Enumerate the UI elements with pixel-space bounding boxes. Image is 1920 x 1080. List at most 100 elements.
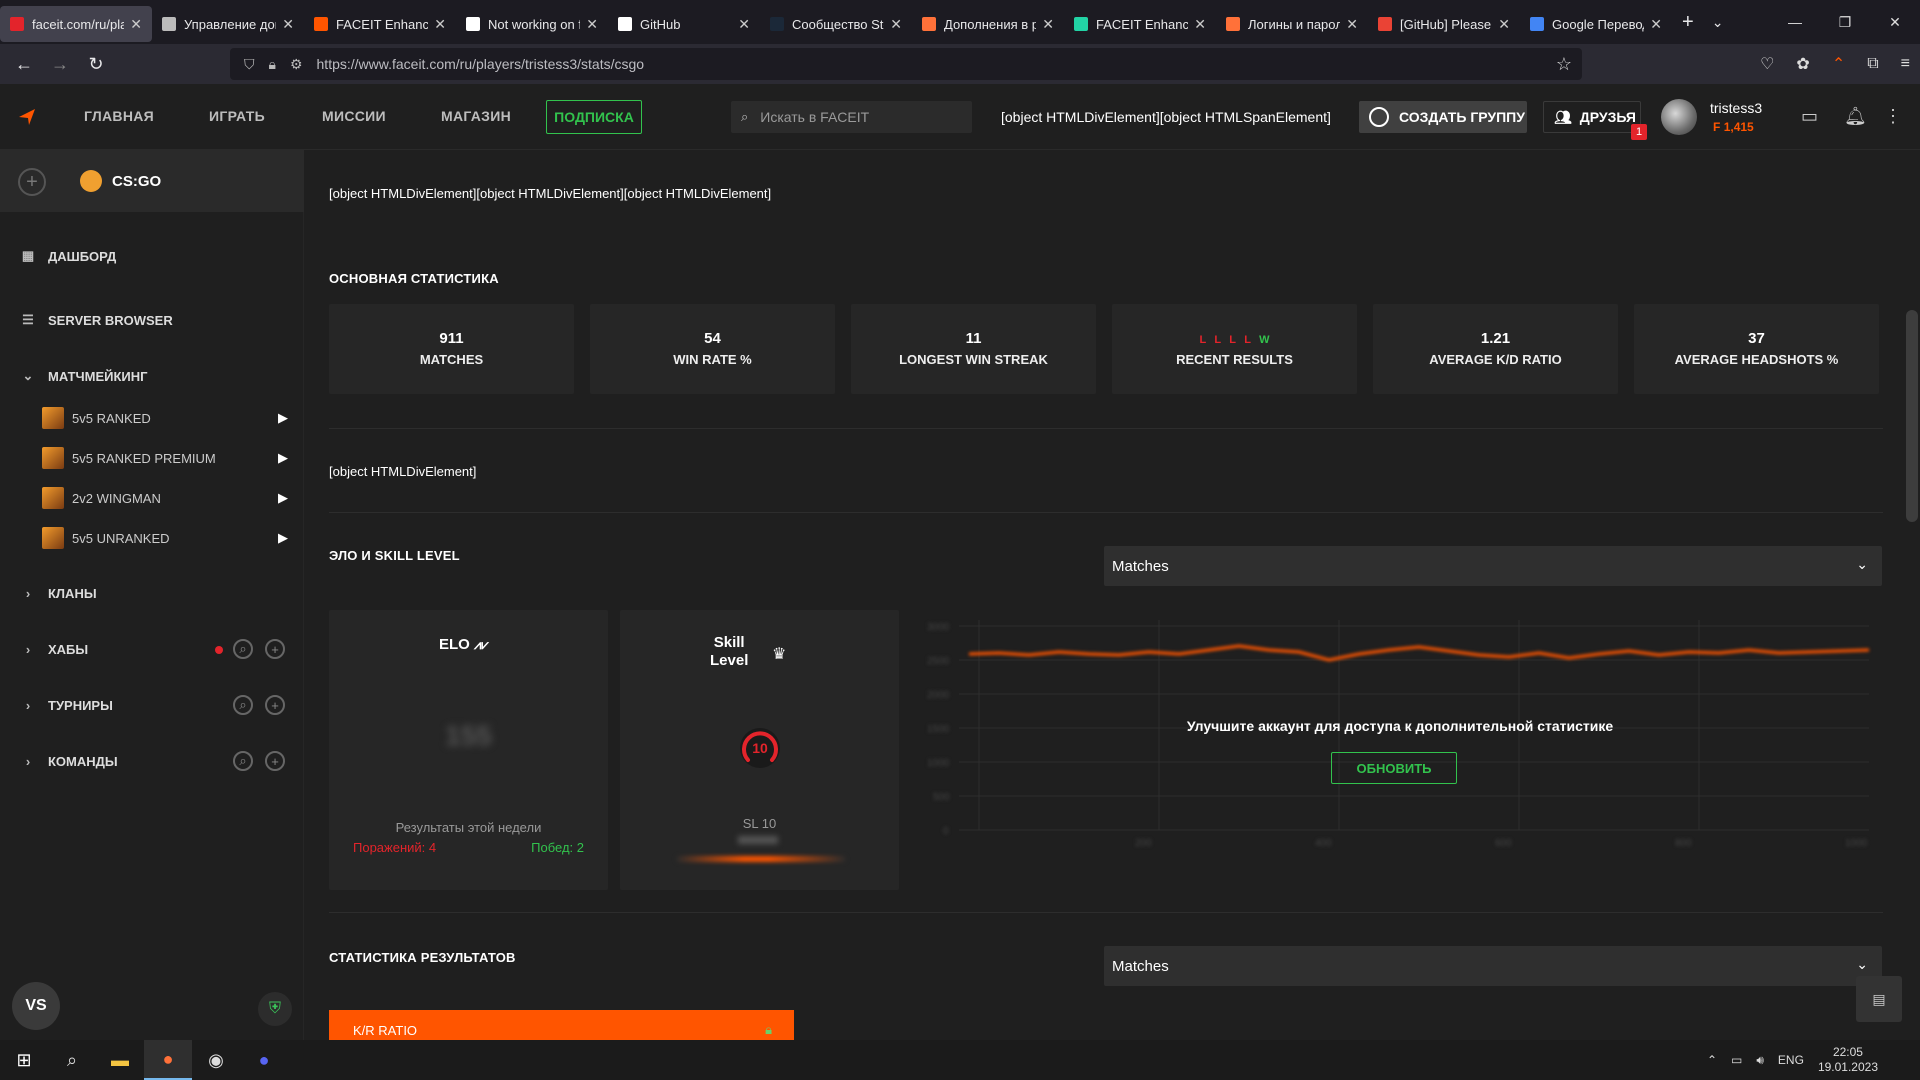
subscribe-button[interactable]: ПОДПИСКА: [546, 100, 642, 134]
tab-close-icon[interactable]: ✕: [434, 15, 446, 32]
back-icon[interactable]: ←: [15, 53, 33, 74]
tab-close-icon[interactable]: ✕: [282, 15, 294, 32]
chat-button[interactable]: ▤: [1856, 976, 1902, 1022]
search-input[interactable]: [760, 109, 951, 125]
sidebar-item-hubs[interactable]: › ХАБЫ: [20, 641, 88, 657]
discord-icon[interactable]: ●: [258, 1049, 270, 1070]
reload-icon[interactable]: ↻: [88, 53, 104, 74]
browser-tab[interactable]: Not working on f ✕: [456, 6, 608, 42]
browser-tab[interactable]: Управление доп ✕: [152, 6, 304, 42]
nav-shop[interactable]: МАГАЗИН: [441, 108, 511, 124]
tab-close-icon[interactable]: ✕: [586, 15, 598, 32]
nav-play[interactable]: ИГРАТЬ: [209, 108, 265, 124]
tab-close-icon[interactable]: ✕: [738, 15, 750, 32]
sidebar-mode-2v2-wingman[interactable]: 2v2 WINGMAN ▶: [42, 487, 288, 509]
sidebar-mode-5v5-ranked[interactable]: 5v5 RANKED ▶: [42, 407, 288, 429]
hubs-add-icon[interactable]: +: [265, 639, 285, 659]
lock-icon[interactable]: 🔒︎: [268, 55, 276, 72]
sidebar-mode-5v5-unranked[interactable]: 5v5 UNRANKED ▶: [42, 527, 288, 549]
steam-icon[interactable]: ◉: [208, 1049, 224, 1070]
url-bar[interactable]: ⛉ 🔒︎ ⚙ https://www.faceit.com/ru/players…: [230, 48, 1582, 80]
bookmark-star-icon[interactable]: ☆: [1555, 53, 1572, 74]
sidebar-item-tournaments[interactable]: › ТУРНИРЫ: [20, 697, 113, 713]
anticheat-shield-icon[interactable]: ⛨: [258, 992, 292, 1026]
play-icon[interactable]: ▶: [278, 410, 288, 425]
clock[interactable]: 22:05 19.01.2023: [1818, 1045, 1878, 1075]
scrollbar-thumb[interactable]: [1906, 310, 1918, 522]
shield-tracking-icon[interactable]: ⛉: [244, 55, 255, 72]
nav-missions[interactable]: МИССИИ: [322, 108, 386, 124]
browser-tab[interactable]: FACEIT Enhancer ✕: [304, 6, 456, 42]
tab-close-icon[interactable]: ✕: [1650, 15, 1662, 32]
kr-ratio-tab[interactable]: K/R RATIO 🔒︎: [329, 1010, 794, 1040]
extension-icon[interactable]: ✿: [1796, 56, 1810, 73]
url-text[interactable]: https://www.faceit.com/ru/players/triste…: [316, 56, 645, 72]
username[interactable]: tristess3: [1710, 100, 1763, 116]
faceit-logo-icon[interactable]: [18, 108, 36, 126]
browser-tab[interactable]: Google Перевод ✕: [1520, 6, 1672, 42]
elo-period-dropdown[interactable]: Matches ⌄: [1104, 546, 1882, 586]
pocket-icon[interactable]: ♡: [1760, 56, 1775, 73]
bell-icon[interactable]: 🔔︎: [1844, 106, 1867, 126]
results-period-dropdown[interactable]: Matches ⌄: [1104, 946, 1882, 986]
restore-icon[interactable]: ❐: [1838, 13, 1852, 30]
new-tab-icon[interactable]: +: [1682, 10, 1694, 33]
faceit-enhancer-icon[interactable]: ⌃: [1831, 56, 1846, 73]
sidebar-item-teams[interactable]: › КОМАНДЫ: [20, 753, 118, 769]
tab-close-icon[interactable]: ✕: [1194, 15, 1206, 32]
search-box[interactable]: ⌕: [731, 101, 972, 133]
windows-start-icon[interactable]: ⊞: [16, 1049, 32, 1070]
sidebar-mode-5v5-ranked-premium[interactable]: 5v5 RANKED PREMIUM ▶: [42, 447, 288, 469]
more-vertical-icon[interactable]: ⋮: [1884, 106, 1902, 126]
nav-home[interactable]: ГЛАВНАЯ: [84, 108, 155, 124]
sidebar-item-clans[interactable]: › КЛАНЫ: [20, 585, 97, 601]
tab-close-icon[interactable]: ✕: [1042, 15, 1054, 32]
tournaments-search-icon[interactable]: ⌕: [233, 695, 253, 715]
browser-tab[interactable]: FACEIT Enhancer ✕: [1064, 6, 1216, 42]
tab-list-chevron-icon[interactable]: ⌄: [1711, 13, 1724, 30]
avatar[interactable]: [1661, 99, 1697, 135]
play-icon[interactable]: ▶: [278, 530, 288, 545]
tournaments-add-icon[interactable]: +: [265, 695, 285, 715]
tray-chevron-up-icon[interactable]: ⌃: [1706, 1053, 1718, 1067]
volume-icon[interactable]: 🔊︎: [1756, 1052, 1764, 1067]
sidebar-item-matchmaking[interactable]: ⌄ МАТЧМЕЙКИНГ: [20, 368, 148, 384]
browser-tab[interactable]: [GitHub] Please ve ✕: [1368, 6, 1520, 42]
create-group-button[interactable]: СОЗДАТЬ ГРУППУ: [1359, 101, 1527, 133]
teams-add-icon[interactable]: +: [265, 751, 285, 771]
browser-tab[interactable]: faceit.com/ru/pla ✕: [0, 6, 152, 42]
add-game-icon[interactable]: +: [18, 168, 46, 196]
tab-close-icon[interactable]: ✕: [1346, 15, 1358, 32]
game-selector[interactable]: + CS:GO: [0, 150, 304, 212]
play-icon[interactable]: ▶: [278, 490, 288, 505]
minimize-icon[interactable]: —: [1788, 14, 1802, 30]
tab-close-icon[interactable]: ✕: [1498, 15, 1510, 32]
hubs-search-icon[interactable]: ⌕: [233, 639, 253, 659]
teams-search-icon[interactable]: ⌕: [233, 751, 253, 771]
close-window-icon[interactable]: ✕: [1889, 13, 1901, 30]
browser-tab[interactable]: GitHub ✕: [608, 6, 760, 42]
play-icon[interactable]: ▶: [278, 450, 288, 465]
language-indicator[interactable]: ENG: [1777, 1053, 1804, 1067]
browser-tab[interactable]: Дополнения в ра ✕: [912, 6, 1064, 42]
extensions-puzzle-icon[interactable]: ⧉: [1867, 55, 1879, 72]
menu-icon[interactable]: ≡: [1900, 55, 1910, 72]
week-losses: Поражений: 4: [353, 840, 437, 855]
page-scrollbar[interactable]: [1904, 150, 1920, 1040]
file-explorer-icon[interactable]: ▬: [111, 1049, 129, 1070]
tab-close-icon[interactable]: ✕: [890, 15, 902, 32]
browser-tab[interactable]: Сообщество Stea ✕: [760, 6, 912, 42]
permissions-icon[interactable]: ⚙: [289, 55, 303, 72]
friends-button[interactable]: 👥︎ ДРУЗЬЯ: [1543, 101, 1641, 133]
user-initials-avatar[interactable]: VS: [12, 982, 60, 1030]
network-icon[interactable]: ▭: [1731, 1053, 1743, 1067]
search-icon[interactable]: ⌕: [66, 1049, 78, 1070]
forward-icon[interactable]: →: [51, 53, 69, 74]
sidebar-item-dashboard[interactable]: ▦ ДАШБОРД: [20, 248, 116, 264]
upgrade-button[interactable]: ОБНОВИТЬ: [1331, 752, 1457, 784]
sidebar-item-server-browser[interactable]: ☰ SERVER BROWSER: [20, 312, 173, 328]
tab-close-icon[interactable]: ✕: [130, 15, 142, 32]
calendar-icon[interactable]: ▭: [1801, 106, 1819, 126]
browser-tab[interactable]: Логины и пароли ✕: [1216, 6, 1368, 42]
firefox-icon[interactable]: ●: [144, 1040, 192, 1080]
